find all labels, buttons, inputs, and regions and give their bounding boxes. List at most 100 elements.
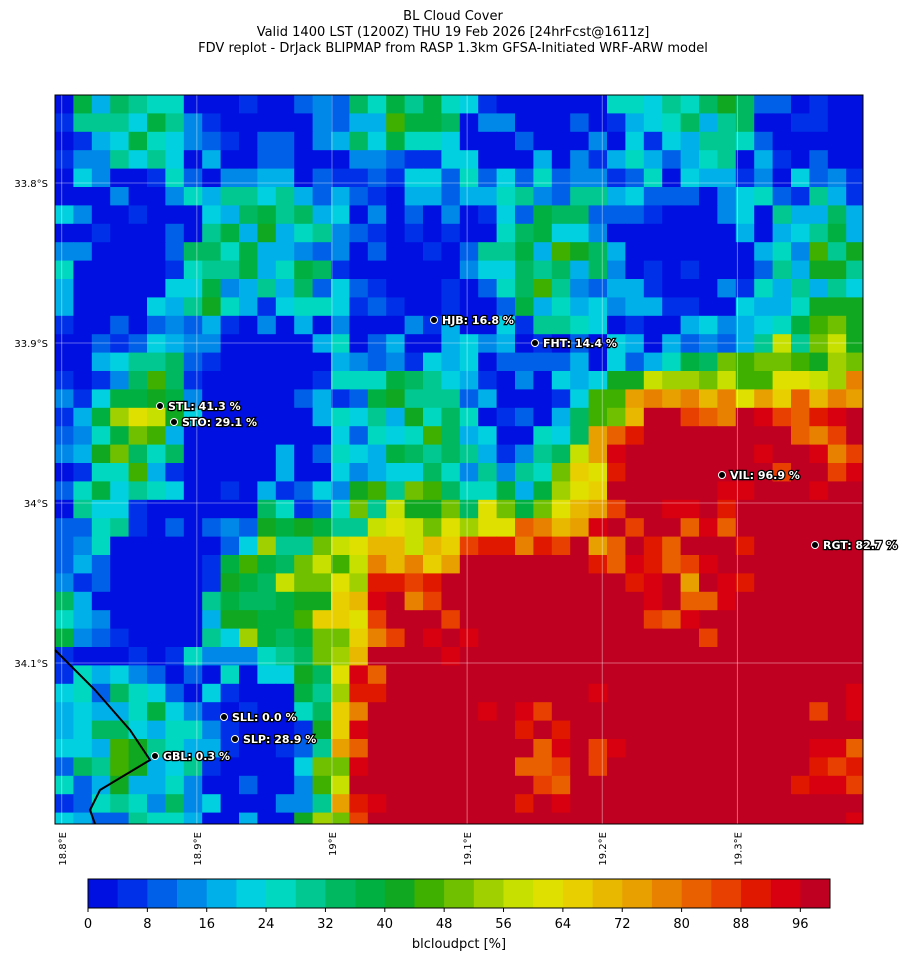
heat-cell <box>128 260 148 280</box>
heat-cell <box>239 720 258 740</box>
heat-cell <box>515 610 534 630</box>
heat-cell <box>699 463 718 482</box>
heat-cell <box>588 150 608 170</box>
heat-cell <box>239 499 258 519</box>
heat-cell <box>294 315 314 335</box>
heat-cell <box>533 757 553 777</box>
y-tick-label: 34°S <box>24 499 48 510</box>
heat-cell <box>809 444 829 464</box>
heat-cell <box>183 775 203 795</box>
heat-cell <box>128 591 148 611</box>
heat-cell <box>404 371 424 390</box>
heat-cell <box>331 260 350 280</box>
heat-cell <box>717 444 737 464</box>
heat-cell <box>717 573 737 593</box>
heat-cell <box>147 297 166 317</box>
heat-cell <box>312 647 332 666</box>
heat-cell <box>202 775 222 795</box>
heat-cell <box>91 739 111 758</box>
heat-cell <box>73 610 93 630</box>
heat-cell <box>735 444 755 464</box>
heat-cell <box>367 113 387 133</box>
heat-cell <box>404 223 424 243</box>
heat-cell <box>662 555 682 574</box>
heat-cell <box>680 371 700 390</box>
heat-cell <box>55 536 74 556</box>
heat-cell <box>441 223 461 243</box>
heat-cell <box>533 444 553 464</box>
heat-cell <box>128 628 148 648</box>
heat-cell <box>735 775 755 795</box>
heat-cell <box>128 426 148 446</box>
heat-cell <box>680 591 700 611</box>
heat-cell <box>791 463 810 482</box>
heat-cell <box>515 223 534 243</box>
heat-cell <box>717 720 737 740</box>
heat-cell <box>55 371 74 390</box>
heat-cell <box>257 260 277 280</box>
heat-cell <box>735 279 755 298</box>
heat-cell <box>349 389 369 409</box>
heat-cell <box>625 131 645 151</box>
heat-cell <box>294 573 314 593</box>
heat-cell <box>386 407 406 427</box>
heat-cell <box>699 95 718 114</box>
heat-cell <box>570 610 590 630</box>
heat-cell <box>165 389 185 409</box>
heat-cell <box>91 610 111 630</box>
colorbar-tick-label: 8 <box>143 917 151 932</box>
heat-cell <box>147 555 166 574</box>
heat-cell <box>699 260 718 280</box>
heat-cell <box>441 426 461 446</box>
heat-cell <box>91 555 111 574</box>
y-tick-label: 34.1°S <box>14 659 48 670</box>
heat-cell <box>625 426 645 446</box>
heat-cell <box>772 315 792 335</box>
heat-cell <box>183 463 203 482</box>
heat-cell <box>846 260 863 280</box>
heat-cell <box>607 352 626 372</box>
heat-cell <box>294 665 314 685</box>
heat-cell <box>110 279 130 298</box>
heat-cell <box>423 352 442 372</box>
heat-cell <box>349 315 369 335</box>
heat-cell <box>699 297 718 317</box>
heat-cell <box>680 334 700 354</box>
colorbar-tick-label: 64 <box>555 917 572 932</box>
heat-cell <box>110 812 130 824</box>
heat-cell <box>478 573 498 593</box>
heat-cell <box>165 113 185 133</box>
heat-cell <box>349 720 369 740</box>
heat-cell <box>128 279 148 298</box>
heat-cell <box>588 757 608 777</box>
heat-cell <box>533 647 553 666</box>
y-tick-label: 33.9°S <box>14 339 48 350</box>
heat-cell <box>202 536 222 556</box>
heat-cell <box>478 481 498 501</box>
heat-cell <box>275 499 295 519</box>
heat-cell <box>128 794 148 814</box>
heat-cell <box>367 297 387 317</box>
heat-cell <box>680 518 700 538</box>
heat-cell <box>55 260 74 280</box>
heat-cell <box>386 610 406 630</box>
heat-cell <box>349 665 369 685</box>
heat-cell <box>275 187 295 206</box>
heat-cell <box>294 407 314 427</box>
heat-cell <box>404 168 424 188</box>
heat-cell <box>551 794 571 814</box>
heat-cell <box>91 794 111 814</box>
heat-cell <box>312 775 332 795</box>
heat-cell <box>239 555 258 574</box>
heat-cell <box>772 334 792 354</box>
heat-cell <box>625 812 645 824</box>
heat-cell <box>588 739 608 758</box>
heat-cell <box>312 812 332 824</box>
heat-cell <box>220 573 240 593</box>
heat-cell <box>699 279 718 298</box>
heat-cell <box>294 279 314 298</box>
heat-cell <box>533 775 553 795</box>
heat-cell <box>220 131 240 151</box>
heat-cell <box>607 187 626 206</box>
heat-cell <box>367 499 387 519</box>
